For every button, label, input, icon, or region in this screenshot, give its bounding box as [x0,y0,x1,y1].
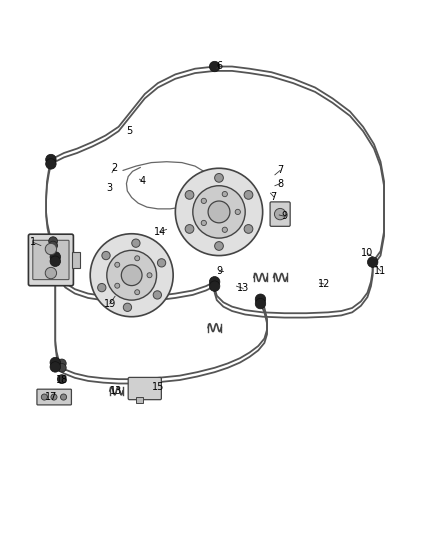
Circle shape [208,201,230,223]
Text: 14: 14 [154,227,166,237]
Circle shape [215,241,223,251]
Circle shape [60,394,67,400]
FancyBboxPatch shape [28,234,74,286]
Text: 13: 13 [237,284,249,293]
Circle shape [201,220,206,225]
Text: 12: 12 [318,279,330,289]
Circle shape [57,364,66,372]
Circle shape [222,227,227,232]
Circle shape [222,191,227,197]
Circle shape [50,252,60,262]
Text: 19: 19 [104,298,116,309]
Text: 1: 1 [30,238,36,247]
Text: 4: 4 [140,176,146,187]
FancyBboxPatch shape [37,389,71,405]
Circle shape [49,241,57,250]
Circle shape [215,174,223,182]
Circle shape [244,224,253,233]
Circle shape [46,159,56,169]
Circle shape [135,290,140,295]
Circle shape [115,283,120,288]
Circle shape [57,375,66,384]
Text: 6: 6 [216,61,222,71]
Text: 17: 17 [45,392,57,402]
Bar [72,252,81,268]
Circle shape [275,208,286,220]
Circle shape [50,256,60,266]
Circle shape [367,257,378,268]
Circle shape [135,256,140,261]
Circle shape [157,259,166,267]
Circle shape [185,190,194,199]
Text: 18: 18 [56,375,68,385]
Circle shape [124,303,131,311]
Circle shape [147,273,152,278]
FancyBboxPatch shape [270,202,290,227]
Circle shape [45,244,57,255]
Text: 3: 3 [107,183,113,193]
Circle shape [193,185,245,238]
Circle shape [46,154,56,165]
Circle shape [201,198,206,204]
Circle shape [209,61,220,72]
Circle shape [209,281,220,292]
Text: 2: 2 [111,163,117,173]
Circle shape [57,359,66,368]
Text: 15: 15 [152,382,164,392]
Circle shape [121,265,142,286]
FancyBboxPatch shape [33,240,69,280]
FancyBboxPatch shape [128,377,161,400]
Circle shape [115,262,120,267]
Circle shape [41,394,47,400]
Circle shape [51,394,57,400]
Circle shape [235,209,240,215]
Circle shape [185,224,194,233]
Circle shape [49,237,57,246]
Circle shape [153,291,162,299]
Circle shape [255,298,266,309]
Text: 11: 11 [374,266,387,276]
Circle shape [45,268,57,279]
Text: 9: 9 [216,266,222,276]
Circle shape [102,252,110,260]
Circle shape [50,362,60,372]
Circle shape [50,357,60,368]
Circle shape [244,190,253,199]
Circle shape [175,168,263,256]
Bar [136,398,143,403]
Circle shape [209,277,220,287]
Text: 8: 8 [277,179,283,189]
Text: 7: 7 [277,165,283,175]
Text: 9: 9 [282,211,288,221]
Circle shape [107,251,156,300]
Circle shape [132,239,140,247]
Text: 10: 10 [361,248,374,259]
Text: 5: 5 [127,126,133,136]
Circle shape [90,234,173,317]
Circle shape [255,294,266,304]
Text: 7: 7 [270,192,277,201]
Text: 13: 13 [110,386,123,396]
Circle shape [98,284,106,292]
